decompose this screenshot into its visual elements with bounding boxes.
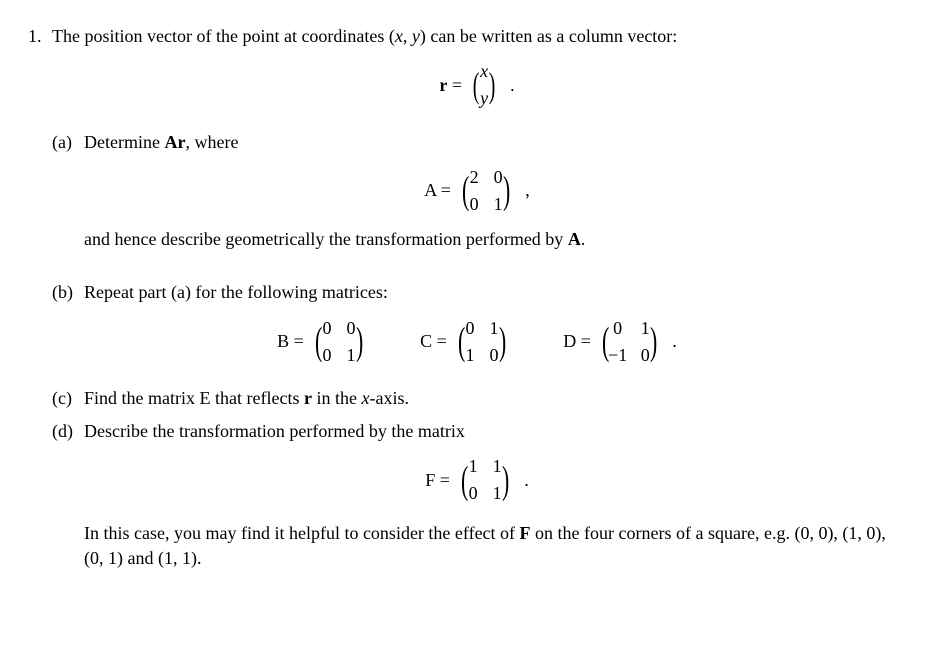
intro-y: y <box>412 26 420 46</box>
c-pre: Find the matrix <box>84 388 200 408</box>
a-A: A <box>164 132 177 152</box>
a-post: and hence describe geometrically the tra… <box>84 227 902 252</box>
hint-F: F <box>520 523 531 543</box>
matrix-A: ( 2 0 0 1 ) <box>459 165 513 217</box>
D-10: −1 <box>608 343 627 368</box>
A-00: 2 <box>468 165 480 190</box>
equals-2: = <box>436 180 451 200</box>
problem-number: 1. <box>28 24 52 571</box>
B-00: 0 <box>321 316 333 341</box>
hint-pre: In this case, you may find it helpful to… <box>84 523 520 543</box>
eq-B: B = ( 0 0 0 1 ) <box>277 316 368 368</box>
a-pre: Determine <box>84 132 164 152</box>
period-3: . <box>524 468 529 493</box>
part-c-label: (c) <box>52 386 84 411</box>
comma-1: , <box>525 178 530 203</box>
matrix-B: ( 0 0 0 1 ) <box>312 316 366 368</box>
C-00: 0 <box>464 316 476 341</box>
intro-text: The position vector of the point at coor… <box>52 26 395 46</box>
c-post-end: -axis. <box>369 388 409 408</box>
c-r: r <box>304 388 312 408</box>
intro-line: The position vector of the point at coor… <box>52 24 902 49</box>
intro-sep: , <box>403 26 412 46</box>
eq-D: D = ( 0 1 −1 0 ) . <box>563 316 677 368</box>
equals-5: = <box>576 331 591 351</box>
part-b: (b) Repeat part (a) for the following ma… <box>52 280 902 305</box>
equals-3: = <box>289 331 304 351</box>
part-a: (a) Determine Ar, where <box>52 130 902 155</box>
D-00: 0 <box>608 316 627 341</box>
part-c: (c) Find the matrix E that reflects r in… <box>52 386 902 411</box>
problem-1: 1. The position vector of the point at c… <box>28 24 902 571</box>
F-label: F <box>425 470 435 490</box>
b-text: Repeat part (a) for the following matric… <box>84 280 902 305</box>
intro-end: ) can be written as a column vector: <box>420 26 677 46</box>
eq-A: A = ( 2 0 0 1 ) , <box>52 165 902 217</box>
A-10: 0 <box>468 192 480 217</box>
equals-1: = <box>447 75 462 95</box>
c-E: E <box>200 388 211 408</box>
a-post-pre: and hence describe geometrically the tra… <box>84 229 568 249</box>
A-label: A <box>424 180 436 200</box>
d-text: Describe the transformation performed by… <box>84 419 902 444</box>
part-d: (d) Describe the transformation performe… <box>52 419 902 444</box>
part-b-label: (b) <box>52 280 84 305</box>
eq-F: F = ( 1 1 0 1 ) . <box>52 454 902 506</box>
matrix-C: ( 0 1 1 0 ) <box>455 316 509 368</box>
B-label: B <box>277 331 289 351</box>
part-a-label: (a) <box>52 130 84 155</box>
a-mid: , where <box>185 132 238 152</box>
c-post-pre: in the <box>312 388 362 408</box>
part-d-label: (d) <box>52 419 84 444</box>
D-label: D <box>563 331 576 351</box>
period-2: . <box>672 329 677 354</box>
vector-r: ( x y ) <box>470 59 498 111</box>
C-label: C <box>420 331 432 351</box>
period-1: . <box>510 73 515 98</box>
eq-C: C = ( 0 1 1 0 ) <box>420 316 511 368</box>
eq-r: r = ( x y ) . <box>52 59 902 111</box>
F-00: 1 <box>467 454 479 479</box>
F-10: 0 <box>467 481 479 506</box>
d-hint: In this case, you may find it helpful to… <box>84 521 902 571</box>
equals-6: = <box>435 470 450 490</box>
a-post-end: . <box>581 229 586 249</box>
C-10: 1 <box>464 343 476 368</box>
intro-x: x <box>395 26 403 46</box>
B-10: 0 <box>321 343 333 368</box>
eq-BCD: B = ( 0 0 0 1 ) C = ( <box>52 316 902 368</box>
a-post-A: A <box>568 229 581 249</box>
matrix-D: ( 0 1 −1 0 ) <box>599 316 661 368</box>
c-mid: that reflects <box>211 388 304 408</box>
equals-4: = <box>432 331 447 351</box>
matrix-F: ( 1 1 0 1 ) <box>458 454 512 506</box>
problem-body: The position vector of the point at coor… <box>52 24 902 571</box>
